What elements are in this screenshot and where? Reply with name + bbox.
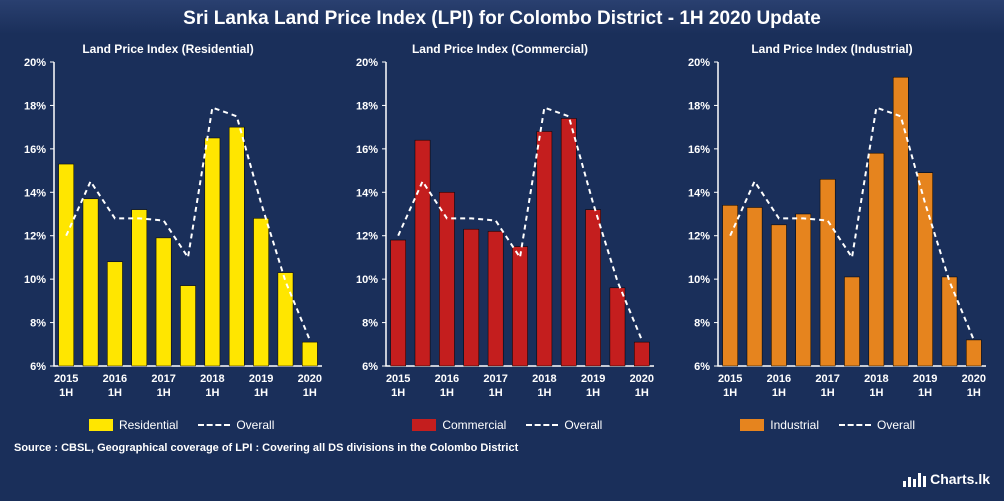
svg-text:14%: 14%: [24, 187, 46, 199]
svg-text:6%: 6%: [362, 361, 378, 373]
charts-row: Land Price Index (Residential) 6% 8% 10% 12…: [0, 34, 1004, 414]
subtitle-commercial: Land Price Index (Commercial): [400, 42, 600, 56]
svg-text:12%: 12%: [356, 231, 378, 243]
legend-item-overall-2: Overall: [839, 418, 915, 432]
svg-text:8%: 8%: [30, 318, 46, 330]
legend-item-industrial: Industrial: [740, 418, 819, 432]
svg-text:8%: 8%: [694, 318, 710, 330]
svg-text:18%: 18%: [688, 100, 710, 112]
legend-dash-icon: [198, 424, 230, 426]
svg-text:1H: 1H: [59, 387, 73, 399]
legend-dash-icon: [526, 424, 558, 426]
svg-text:2018: 2018: [532, 373, 556, 385]
svg-text:1H: 1H: [205, 387, 219, 399]
svg-text:1H: 1H: [967, 387, 981, 399]
svg-text:1H: 1H: [254, 387, 268, 399]
svg-text:1H: 1H: [918, 387, 932, 399]
subtitle-residential: Land Price Index (Residential): [68, 42, 268, 56]
page-title: Sri Lanka Land Price Index (LPI) for Col…: [0, 0, 1004, 34]
svg-text:2016: 2016: [767, 373, 791, 385]
svg-text:1H: 1H: [869, 387, 883, 399]
legend-swatch-residential: [89, 419, 113, 431]
chart-residential: 6% 8% 10% 12% 14% 16% 18% 20% 2015 1H 2016 1H 2017 1H…: [8, 34, 332, 414]
legend-commercial: Commercial Overall: [412, 418, 602, 432]
legend-item-overall-1: Overall: [526, 418, 602, 432]
legend-swatch-industrial: [740, 419, 764, 431]
svg-text:1H: 1H: [108, 387, 122, 399]
svg-text:14%: 14%: [356, 187, 378, 199]
svg-text:1H: 1H: [586, 387, 600, 399]
chart-commercial: 6% 8% 10% 12% 14% 16% 18% 20% 2015 1H 2016 1H 2017 1H…: [340, 34, 664, 414]
svg-text:2015: 2015: [718, 373, 742, 385]
legend-item-overall-0: Overall: [198, 418, 274, 432]
svg-text:18%: 18%: [24, 100, 46, 112]
svg-text:12%: 12%: [688, 231, 710, 243]
svg-text:2019: 2019: [581, 373, 605, 385]
svg-text:2019: 2019: [249, 373, 273, 385]
svg-text:20%: 20%: [24, 57, 46, 69]
svg-text:10%: 10%: [356, 274, 378, 286]
legend-swatch-commercial: [412, 419, 436, 431]
svg-text:2020: 2020: [630, 373, 654, 385]
svg-text:2017: 2017: [815, 373, 839, 385]
svg-text:1H: 1H: [772, 387, 786, 399]
logo-bars-icon: [903, 473, 926, 487]
subtitle-industrial: Land Price Index (Industrial): [732, 42, 932, 56]
svg-text:2020: 2020: [962, 373, 986, 385]
legend-item-commercial: Commercial: [412, 418, 506, 432]
svg-text:2018: 2018: [864, 373, 888, 385]
svg-text:2017: 2017: [483, 373, 507, 385]
legend-label-industrial: Industrial: [770, 418, 819, 432]
legend-residential: Residential Overall: [89, 418, 274, 432]
legend-label-overall-2: Overall: [877, 418, 915, 432]
svg-text:1H: 1H: [157, 387, 171, 399]
chart-industrial: 6% 8% 10% 12% 14% 16% 18% 20% 2015 1H 2016 1H 2017 1H…: [672, 34, 996, 414]
svg-text:6%: 6%: [30, 361, 46, 373]
svg-text:16%: 16%: [356, 144, 378, 156]
svg-text:10%: 10%: [688, 274, 710, 286]
svg-text:6%: 6%: [694, 361, 710, 373]
svg-text:16%: 16%: [688, 144, 710, 156]
svg-text:1H: 1H: [723, 387, 737, 399]
svg-text:2015: 2015: [386, 373, 410, 385]
svg-text:14%: 14%: [688, 187, 710, 199]
svg-text:2018: 2018: [200, 373, 224, 385]
svg-text:1H: 1H: [821, 387, 835, 399]
svg-text:20%: 20%: [688, 57, 710, 69]
svg-text:16%: 16%: [24, 144, 46, 156]
svg-text:1H: 1H: [391, 387, 405, 399]
chart-panel-residential: Land Price Index (Residential) 6% 8% 10% 12…: [8, 34, 332, 414]
legend-label-overall-1: Overall: [564, 418, 602, 432]
svg-text:1H: 1H: [489, 387, 503, 399]
legend-item-residential: Residential: [89, 418, 178, 432]
svg-text:2017: 2017: [151, 373, 175, 385]
svg-text:2016: 2016: [435, 373, 459, 385]
svg-text:2016: 2016: [103, 373, 127, 385]
svg-text:1H: 1H: [303, 387, 317, 399]
legend-label-overall-0: Overall: [236, 418, 274, 432]
svg-text:1H: 1H: [537, 387, 551, 399]
logo: Charts.lk: [903, 471, 990, 487]
svg-text:18%: 18%: [356, 100, 378, 112]
svg-text:2015: 2015: [54, 373, 78, 385]
svg-text:2020: 2020: [298, 373, 322, 385]
logo-text: Charts.lk: [930, 471, 990, 487]
chart-panel-commercial: Land Price Index (Commercial) 6% 8% 10% 12%…: [340, 34, 664, 414]
chart-panel-industrial: Land Price Index (Industrial) 6% 8% 10% 12%…: [672, 34, 996, 414]
legend-row: Residential Overall Commercial Overall I…: [0, 414, 1004, 436]
legend-label-residential: Residential: [119, 418, 178, 432]
source-text: Source : CBSL, Geographical coverage of …: [0, 436, 1004, 460]
svg-text:1H: 1H: [440, 387, 454, 399]
legend-industrial: Industrial Overall: [740, 418, 915, 432]
legend-dash-icon: [839, 424, 871, 426]
legend-label-commercial: Commercial: [442, 418, 506, 432]
svg-text:12%: 12%: [24, 231, 46, 243]
svg-text:8%: 8%: [362, 318, 378, 330]
svg-text:20%: 20%: [356, 57, 378, 69]
svg-text:1H: 1H: [635, 387, 649, 399]
svg-text:2019: 2019: [913, 373, 937, 385]
svg-text:10%: 10%: [24, 274, 46, 286]
